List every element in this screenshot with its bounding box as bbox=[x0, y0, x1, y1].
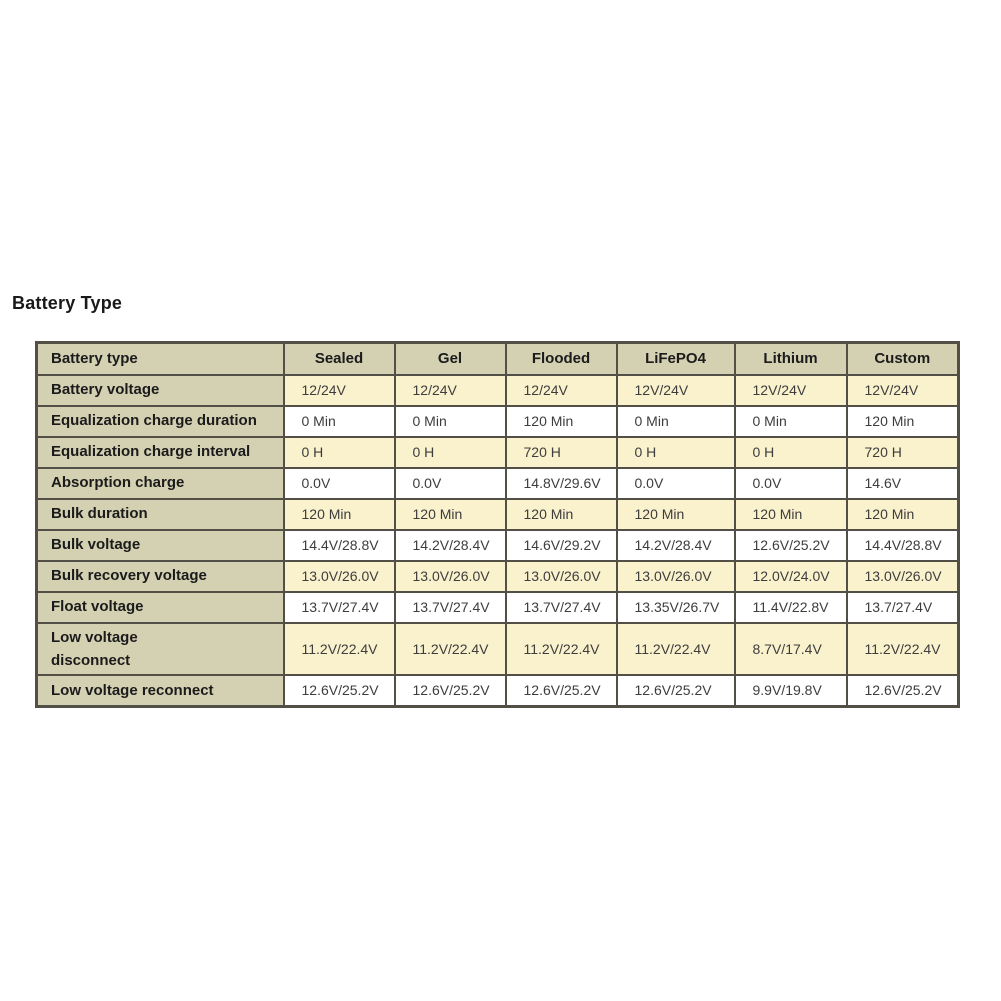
row-label: Low voltage reconnect bbox=[35, 674, 285, 707]
value-cell: 14.2V/28.4V bbox=[393, 528, 507, 562]
table-row: Bulk recovery voltage 13.0V/26.0V 13.0V/26… bbox=[35, 559, 960, 593]
value-cell: 13.7V/27.4V bbox=[282, 590, 396, 624]
table-row: Low voltage reconnect 12.6V/25.2V 12.6V/25… bbox=[35, 674, 960, 707]
value-cell: 8.7V/17.4V bbox=[733, 621, 848, 676]
value-cell: 12/24V bbox=[393, 373, 507, 407]
value-cell: 11.2V/22.4V bbox=[504, 621, 618, 676]
value-cell: 12.0V/24.0V bbox=[733, 559, 848, 593]
value-cell: 14.2V/28.4V bbox=[615, 528, 736, 562]
row-label: Low voltage disconnect bbox=[35, 621, 285, 676]
value-cell: 9.9V/19.8V bbox=[733, 674, 848, 707]
value-cell: 120 Min bbox=[615, 497, 736, 531]
value-cell: 12.6V/25.2V bbox=[282, 674, 396, 707]
value-cell: 0.0V bbox=[282, 466, 396, 500]
column-header-lithium: Lithium bbox=[733, 341, 848, 376]
value-cell: 120 Min bbox=[393, 497, 507, 531]
value-cell: 720 H bbox=[845, 435, 960, 469]
value-cell: 13.0V/26.0V bbox=[393, 559, 507, 593]
column-header-custom: Custom bbox=[845, 341, 960, 376]
value-cell: 0 Min bbox=[393, 404, 507, 438]
value-cell: 13.0V/26.0V bbox=[504, 559, 618, 593]
value-cell: 13.0V/26.0V bbox=[615, 559, 736, 593]
value-cell: 0 H bbox=[733, 435, 848, 469]
row-label: Equalization charge duration bbox=[35, 404, 285, 438]
row-label: Bulk recovery voltage bbox=[35, 559, 285, 593]
table-row: Bulk duration 120 Min 120 Min 120 Min 120 Mi… bbox=[35, 497, 960, 531]
value-cell: 12.6V/25.2V bbox=[845, 674, 960, 707]
row-label: Equalization charge interval bbox=[35, 435, 285, 469]
table-row: Absorption charge 0.0V 0.0V 14.8V/29.6V 0.0V… bbox=[35, 466, 960, 500]
value-cell: 0.0V bbox=[733, 466, 848, 500]
value-cell: 12/24V bbox=[282, 373, 396, 407]
value-cell: 0 Min bbox=[733, 404, 848, 438]
row-label: Absorption charge bbox=[35, 466, 285, 500]
value-cell: 11.2V/22.4V bbox=[282, 621, 396, 676]
column-header-gel: Gel bbox=[393, 341, 507, 376]
column-header-flooded: Flooded bbox=[504, 341, 618, 376]
value-cell: 0.0V bbox=[393, 466, 507, 500]
value-cell: 120 Min bbox=[282, 497, 396, 531]
value-cell: 13.7V/27.4V bbox=[504, 590, 618, 624]
row-label: Bulk duration bbox=[35, 497, 285, 531]
row-label: Battery voltage bbox=[35, 373, 285, 407]
row-label: Float voltage bbox=[35, 590, 285, 624]
battery-spec-table: Battery type Sealed Gel Flooded LiFePO4 Lithi… bbox=[35, 341, 960, 708]
table-row: Equalization charge duration 0 Min 0 Min 12… bbox=[35, 404, 960, 438]
value-cell: 120 Min bbox=[845, 404, 960, 438]
value-cell: 12.6V/25.2V bbox=[615, 674, 736, 707]
page-title: Battery Type bbox=[12, 293, 123, 313]
value-cell: 120 Min bbox=[504, 404, 618, 438]
value-cell: 120 Min bbox=[733, 497, 848, 531]
value-cell: 0.0V bbox=[615, 466, 736, 500]
value-cell: 120 Min bbox=[845, 497, 960, 531]
value-cell: 11.2V/22.4V bbox=[393, 621, 507, 676]
value-cell: 14.6V bbox=[845, 466, 960, 500]
corner-header-cell: Battery type bbox=[35, 341, 285, 376]
table-row: Low voltage disconnect 11.2V/22.4V 11.2V/2… bbox=[35, 621, 960, 676]
value-cell: 13.7/27.4V bbox=[845, 590, 960, 624]
value-cell: 12/24V bbox=[504, 373, 618, 407]
value-cell: 13.7V/27.4V bbox=[393, 590, 507, 624]
value-cell: 12.6V/25.2V bbox=[733, 528, 848, 562]
value-cell: 12V/24V bbox=[733, 373, 848, 407]
value-cell: 0 H bbox=[282, 435, 396, 469]
value-cell: 0 Min bbox=[282, 404, 396, 438]
table-header-row: Battery type Sealed Gel Flooded LiFePO4 Lithi… bbox=[35, 341, 960, 376]
value-cell: 12V/24V bbox=[845, 373, 960, 407]
table-body: Battery voltage 12/24V 12/24V 12/24V 12V/24V… bbox=[35, 373, 960, 707]
value-cell: 14.4V/28.8V bbox=[282, 528, 396, 562]
value-cell: 12V/24V bbox=[615, 373, 736, 407]
value-cell: 0 Min bbox=[615, 404, 736, 438]
value-cell: 0 H bbox=[393, 435, 507, 469]
value-cell: 13.35V/26.7V bbox=[615, 590, 736, 624]
value-cell: 11.4V/22.8V bbox=[733, 590, 848, 624]
table-row: Battery voltage 12/24V 12/24V 12/24V 12V/24V… bbox=[35, 373, 960, 407]
value-cell: 12.6V/25.2V bbox=[393, 674, 507, 707]
value-cell: 12.6V/25.2V bbox=[504, 674, 618, 707]
column-header-sealed: Sealed bbox=[282, 341, 396, 376]
value-cell: 120 Min bbox=[504, 497, 618, 531]
column-header-lifepo4: LiFePO4 bbox=[615, 341, 736, 376]
value-cell: 14.4V/28.8V bbox=[845, 528, 960, 562]
value-cell: 11.2V/22.4V bbox=[615, 621, 736, 676]
value-cell: 720 H bbox=[504, 435, 618, 469]
value-cell: 13.0V/26.0V bbox=[282, 559, 396, 593]
value-cell: 0 H bbox=[615, 435, 736, 469]
table-row: Float voltage 13.7V/27.4V 13.7V/27.4V 13.7V… bbox=[35, 590, 960, 624]
value-cell: 14.6V/29.2V bbox=[504, 528, 618, 562]
table-row: Bulk voltage 14.4V/28.8V 14.2V/28.4V 14.6V/… bbox=[35, 528, 960, 562]
row-label: Bulk voltage bbox=[35, 528, 285, 562]
value-cell: 11.2V/22.4V bbox=[845, 621, 960, 676]
value-cell: 14.8V/29.6V bbox=[504, 466, 618, 500]
value-cell: 13.0V/26.0V bbox=[845, 559, 960, 593]
